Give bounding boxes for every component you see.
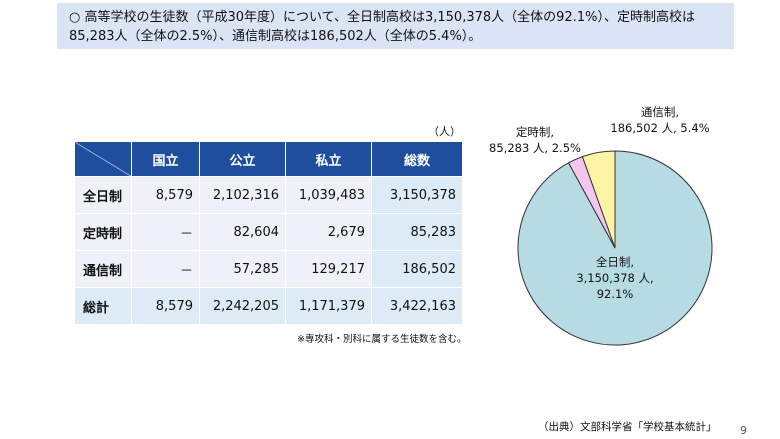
table-cell: 8,579 — [131, 176, 200, 214]
table-cell: 8,579 — [131, 287, 200, 325]
table-row-total: 総計 8,579 2,242,205 1,171,379 3,422,163 — [74, 287, 463, 325]
table-corner-cell — [74, 141, 132, 177]
label-parttime-value: 85,283 人, 2.5% — [489, 141, 581, 155]
label-fulltime: 全日制, 3,150,378 人, 92.1% — [560, 254, 670, 302]
pie-slice-correspondence — [581, 150, 616, 249]
table-cell: 3,422,163 — [371, 287, 463, 325]
label-fulltime-name: 全日制, — [595, 255, 635, 269]
page-number: 9 — [740, 424, 747, 437]
header-public: 公立 — [199, 141, 286, 177]
row-label: 定時制 — [74, 213, 132, 251]
table-note: ※専攻科・別科に属する生徒数を含む。 — [297, 334, 467, 345]
pie-chart-svg — [517, 150, 713, 346]
table-cell: 2,679 — [285, 213, 372, 251]
label-correspondence-value: 186,502 人, 5.4% — [610, 121, 710, 135]
row-label: 全日制 — [74, 176, 132, 214]
header-total: 総数 — [371, 141, 463, 177]
label-correspondence: 通信制, 186,502 人, 5.4% — [600, 104, 720, 136]
label-correspondence-name: 通信制, — [640, 105, 680, 119]
header-national: 国立 — [131, 141, 200, 177]
pie-slice-fulltime — [517, 150, 713, 346]
table-unit: （人） — [428, 125, 461, 138]
table-cell: － — [131, 213, 200, 251]
table-cell: 1,039,483 — [285, 176, 372, 214]
table-header-row: 国立 公立 私立 総数 — [74, 141, 463, 177]
table-cell: 129,217 — [285, 250, 372, 288]
row-label: 通信制 — [74, 250, 132, 288]
table-cell: 2,242,205 — [199, 287, 286, 325]
table-cell: 186,502 — [371, 250, 463, 288]
label-fulltime-percent: 92.1% — [596, 287, 634, 301]
summary-line-2: 85,283人（全体の2.5%）、通信制高校は186,502人（全体の5.4%）… — [69, 29, 482, 44]
summary-line-1: ○ 高等学校の生徒数（平成30年度）について、全日制高校は3,150,378人（… — [69, 10, 695, 25]
table-row: 定時制 － 82,604 2,679 85,283 — [74, 213, 463, 251]
table-row: 通信制 － 57,285 129,217 186,502 — [74, 250, 463, 288]
table-cell: 85,283 — [371, 213, 463, 251]
table-cell: 2,102,316 — [199, 176, 286, 214]
row-label: 総計 — [74, 287, 132, 325]
summary-box: ○ 高等学校の生徒数（平成30年度）について、全日制高校は3,150,378人（… — [57, 3, 734, 49]
table-cell: － — [131, 250, 200, 288]
table-cell: 3,150,378 — [371, 176, 463, 214]
label-parttime-name: 定時制, — [515, 125, 555, 139]
table-row: 全日制 8,579 2,102,316 1,039,483 3,150,378 — [74, 176, 463, 214]
pie-chart: 通信制, 186,502 人, 5.4% 定時制, 85,283 人, 2.5%… — [470, 98, 770, 358]
label-parttime: 定時制, 85,283 人, 2.5% — [480, 124, 590, 156]
source-citation: （出典）文部科学省「学校基本統計」 — [538, 421, 717, 433]
student-table: 国立 公立 私立 総数 全日制 8,579 2,102,316 1,039,48… — [74, 141, 463, 325]
header-private: 私立 — [285, 141, 372, 177]
table-cell: 82,604 — [199, 213, 286, 251]
table-cell: 57,285 — [199, 250, 286, 288]
label-fulltime-value: 3,150,378 人, — [576, 271, 654, 285]
table-cell: 1,171,379 — [285, 287, 372, 325]
